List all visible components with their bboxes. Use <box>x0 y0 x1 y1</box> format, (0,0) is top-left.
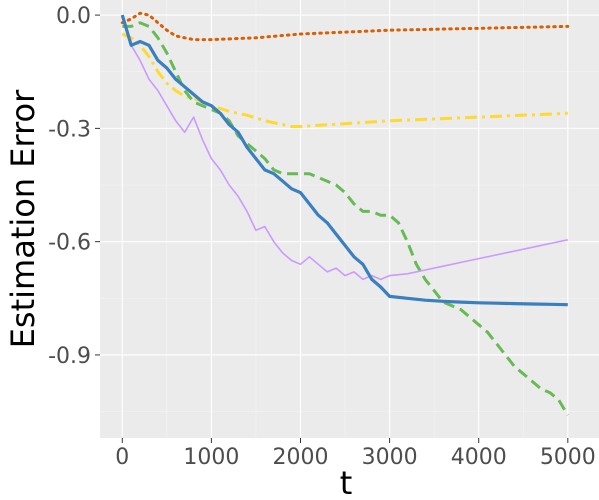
x-tick-label: 1000 <box>183 445 239 470</box>
grid-major <box>100 0 599 438</box>
plot-panel <box>100 0 599 438</box>
x-tick-label: 0 <box>115 445 129 470</box>
series-line-5 <box>120 14 568 307</box>
series-line-4 <box>121 14 568 281</box>
series-line-2 <box>121 32 568 128</box>
y-tick-label: 0.0 <box>56 4 91 29</box>
grid-minor <box>100 0 599 438</box>
series-layer <box>120 11 570 417</box>
y-tick-label: -0.9 <box>48 344 91 369</box>
x-tick-label: 2000 <box>272 445 328 470</box>
x-tick-label: 5000 <box>540 445 596 470</box>
y-axis-title: Estimation Error <box>4 89 42 348</box>
series-line-1 <box>120 11 570 42</box>
y-axis: 0.0 -0.3 -0.6 -0.9 <box>48 4 100 369</box>
x-tick-label: 3000 <box>362 445 418 470</box>
x-axis: 0 1000 2000 3000 4000 5000 <box>115 438 596 470</box>
y-tick-label: -0.3 <box>48 117 91 142</box>
x-tick-label: 4000 <box>451 445 507 470</box>
x-axis-title: t <box>340 464 353 500</box>
series-line-3 <box>122 21 570 417</box>
y-tick-label: -0.6 <box>48 231 91 256</box>
